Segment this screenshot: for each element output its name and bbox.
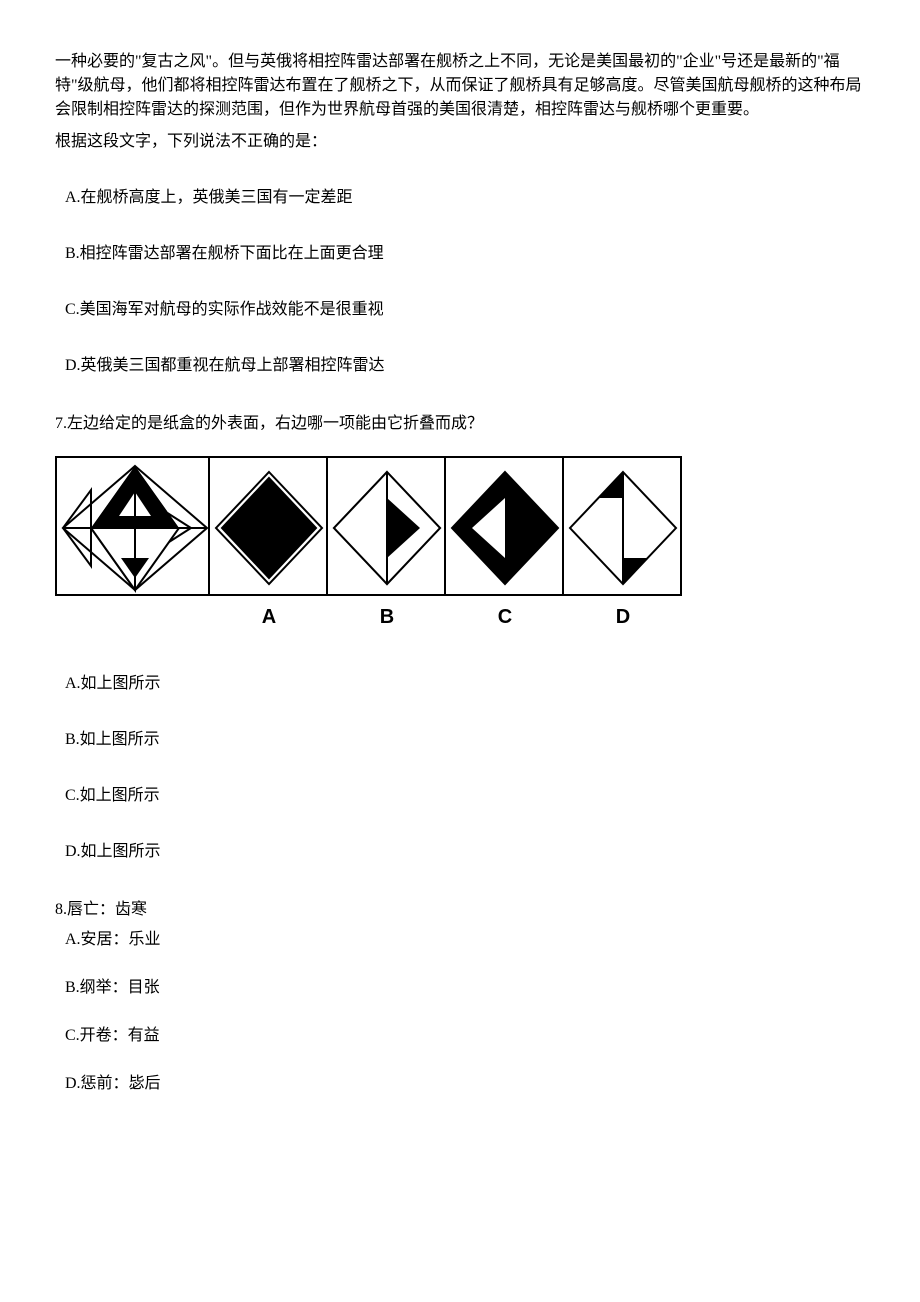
- q6-prompt: 根据这段文字，下列说法不正确的是：: [55, 130, 865, 154]
- q7-option-a[interactable]: A.如上图所示: [65, 672, 865, 696]
- q7-net-svg: [55, 456, 210, 596]
- q6-option-a[interactable]: A.在舰桥高度上，英俄美三国有一定差距: [65, 186, 865, 210]
- q7-label-d: D: [564, 602, 682, 632]
- q7-optA-svg: [210, 456, 328, 596]
- q8-option-d[interactable]: D.惩前：毖后: [65, 1072, 865, 1096]
- q7-figure: A B C D: [55, 456, 865, 632]
- q7-option-c[interactable]: C.如上图所示: [65, 784, 865, 808]
- q7-optC-svg: [446, 456, 564, 596]
- q8-option-a[interactable]: A.安居：乐业: [65, 928, 865, 952]
- q6-option-c[interactable]: C.美国海军对航母的实际作战效能不是很重视: [65, 298, 865, 322]
- q7-optB-svg: [328, 456, 446, 596]
- q7-label-b: B: [328, 602, 446, 632]
- q7-label-a: A: [210, 602, 328, 632]
- q8-option-b[interactable]: B.纲举：目张: [65, 976, 865, 1000]
- q7-stem: 7.左边给定的是纸盒的外表面，右边哪一项能由它折叠而成？: [55, 412, 865, 436]
- q6-option-d[interactable]: D.英俄美三国都重视在航母上部署相控阵雷达: [65, 354, 865, 378]
- q7-optD-svg: [564, 456, 682, 596]
- q6-passage: 一种必要的"复古之风"。但与英俄将相控阵雷达部署在舰桥之上不同，无论是美国最初的…: [55, 50, 865, 122]
- q7-label-c: C: [446, 602, 564, 632]
- q7-option-b[interactable]: B.如上图所示: [65, 728, 865, 752]
- q7-option-d[interactable]: D.如上图所示: [65, 840, 865, 864]
- q8-option-c[interactable]: C.开卷：有益: [65, 1024, 865, 1048]
- q8-stem: 8.唇亡：齿寒: [55, 898, 865, 922]
- q6-option-b[interactable]: B.相控阵雷达部署在舰桥下面比在上面更合理: [65, 242, 865, 266]
